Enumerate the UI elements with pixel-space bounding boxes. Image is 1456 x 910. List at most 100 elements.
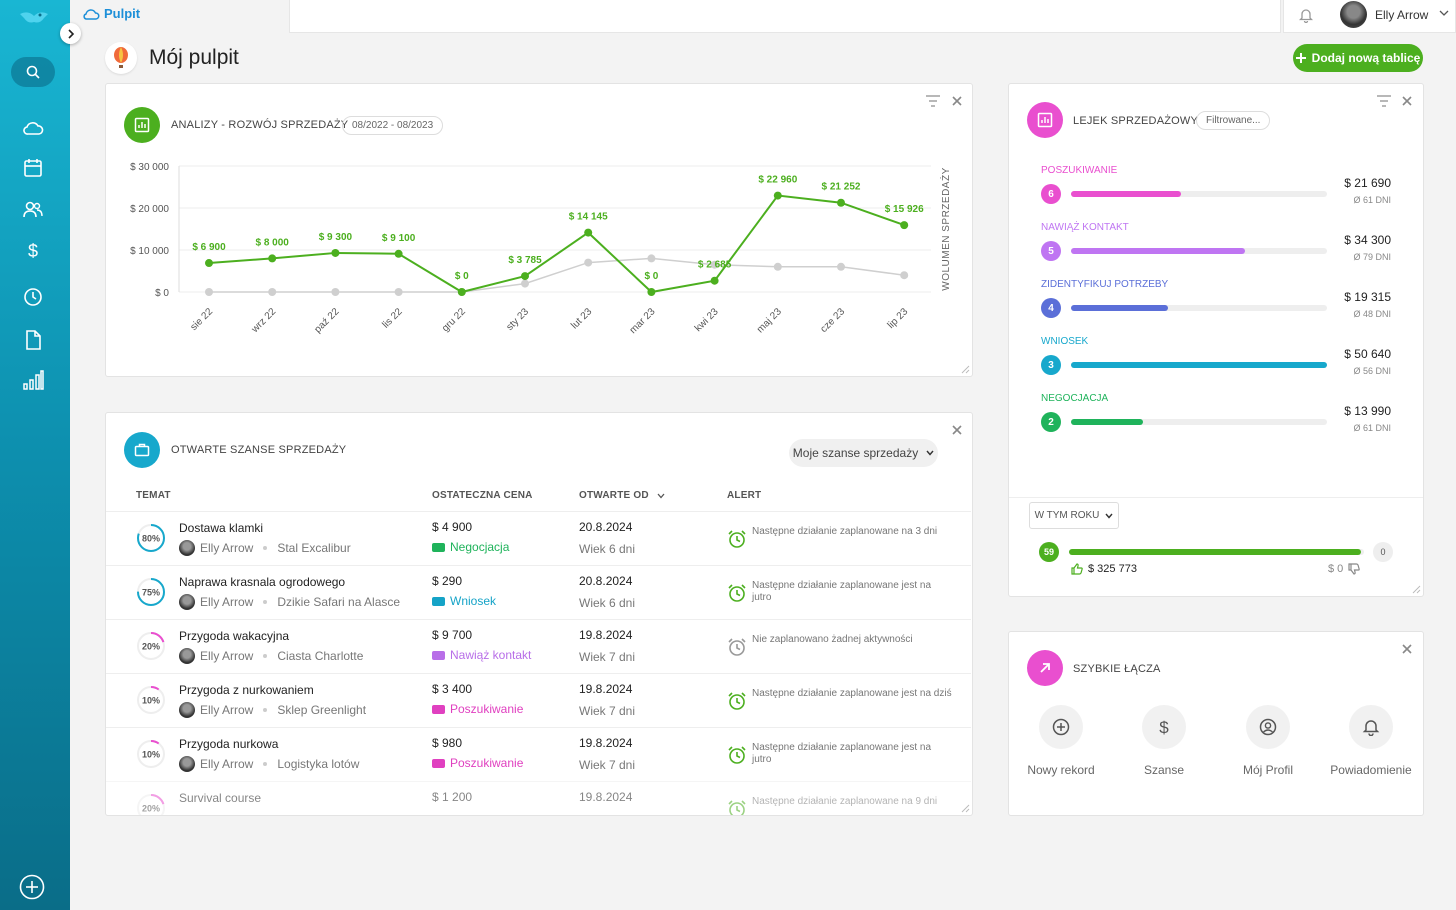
filter-icon[interactable] [926,95,940,107]
data-point[interactable] [900,271,909,280]
funnel-stage-label[interactable]: ZIDENTYFIKUJ POTRZEBY [1041,279,1169,290]
column-header-subject[interactable]: TEMAT [136,490,171,501]
alarm-clock-icon[interactable] [727,745,747,765]
table-row[interactable]: 75% Naprawa krasnala ogrodowego Elly Arrow… [106,565,971,619]
resize-handle-icon[interactable] [1411,584,1421,594]
owner-name[interactable]: Elly Arrow [200,757,254,771]
data-point[interactable] [773,262,782,271]
breadcrumb[interactable]: Pulpit [82,6,140,21]
company-name[interactable]: Ciasta Charlotte [277,649,364,663]
data-point[interactable] [268,288,277,296]
data-point[interactable] [205,259,213,268]
add-circle-icon[interactable] [19,874,45,900]
alarm-clock-icon[interactable] [727,529,747,549]
sidebar-toggle-button[interactable] [60,23,81,44]
data-point[interactable] [521,272,529,281]
opportunity-subject[interactable]: Survival course [179,791,262,805]
card-title: ANALIZY - ROZWÓJ SPRZEDAŻY [171,119,349,131]
clock-icon[interactable] [22,286,44,308]
data-point[interactable] [773,191,782,200]
table-row[interactable]: 10% Przygoda z nurkowaniem Elly Arrow Sklep… [106,673,971,727]
company-name[interactable]: Logistyka lotów [277,757,360,771]
alarm-clock-icon[interactable] [727,583,747,603]
logo-icon[interactable] [18,8,50,28]
quick-link-2[interactable]: $ Szanse [1114,705,1214,777]
contacts-icon[interactable] [22,199,44,221]
global-search-input[interactable] [289,0,1281,33]
close-icon[interactable] [1401,95,1413,107]
column-header-price[interactable]: OSTATECZNA CENA [432,490,533,501]
table-row[interactable]: 20% Przygoda wakacyjna Elly Arrow Ciasta Ch… [106,619,971,673]
dollar-icon: $ [1142,705,1186,749]
data-point[interactable] [331,248,340,257]
add-board-button[interactable]: Dodaj nową tablicę [1293,44,1423,72]
data-point[interactable] [837,262,845,271]
chevron-down-icon[interactable] [1439,8,1449,18]
data-point[interactable] [331,288,340,296]
data-point[interactable] [647,288,656,296]
funnel-stage-label[interactable]: POSZUKIWANIE [1041,165,1118,176]
opportunity-subject[interactable]: Przygoda z nurkowaniem [179,683,314,697]
data-point[interactable] [900,221,909,230]
owner-name[interactable]: Elly Arrow [200,649,254,663]
data-point[interactable] [394,288,403,296]
calendar-icon[interactable] [22,157,44,179]
company-name[interactable]: Sklep Greenlight [277,703,367,717]
table-row[interactable]: 80% Dostawa klamki Elly Arrow Stal Excalibu… [106,511,971,565]
data-point[interactable] [205,288,213,296]
data-point[interactable] [710,276,719,285]
company-name[interactable]: Dzikie Safari na Alasce [277,595,401,609]
date-range-pill[interactable]: 08/2022 - 08/2023 [342,116,444,135]
close-icon[interactable] [1401,643,1413,655]
data-point[interactable] [394,249,403,258]
funnel-stage-count: 6 [1041,184,1061,204]
funnel-filter-pill[interactable]: Filtrowane... [1196,111,1271,130]
opportunity-subject[interactable]: Przygoda nurkowa [179,737,279,751]
filter-icon[interactable] [1377,95,1391,107]
table-row[interactable]: 10% Przygoda nurkowa Elly Arrow Logistyka l… [106,727,971,781]
owner-name[interactable]: Elly Arrow [200,703,254,717]
funnel-stage-label[interactable]: NAWIĄŻ KONTAKT [1041,222,1129,233]
close-icon[interactable] [951,424,963,436]
data-point[interactable] [584,258,593,267]
data-point[interactable] [710,260,719,269]
bell-icon[interactable] [1299,7,1313,23]
resize-handle-icon[interactable] [960,364,970,374]
data-point[interactable] [837,198,845,207]
data-point[interactable] [521,279,529,288]
quick-link-3[interactable]: Mój Profil [1218,705,1318,777]
period-dropdown[interactable]: W TYM ROKU [1029,502,1119,529]
user-name[interactable]: Elly Arrow [1375,8,1429,22]
data-point[interactable] [647,254,656,263]
data-point[interactable] [268,254,277,263]
document-icon[interactable] [22,329,44,351]
separator-dot [263,762,268,766]
column-header-opened[interactable]: OTWARTE OD [579,490,665,501]
dollar-icon[interactable]: $ [22,240,44,262]
close-icon[interactable] [951,95,963,107]
opportunity-subject[interactable]: Naprawa krasnala ogrodowego [179,575,346,589]
reports-icon[interactable] [22,369,44,391]
quick-link-1[interactable]: Nowy rekord [1011,705,1111,777]
resize-handle-icon[interactable] [960,803,970,813]
alarm-clock-icon[interactable] [727,637,747,657]
table-row[interactable]: 20% Survival course $ 1 200 19.8.2024 Następ… [106,781,971,816]
funnel-stage-label[interactable]: WNIOSEK [1041,336,1089,347]
alarm-clock-icon[interactable] [727,799,747,816]
funnel-stage-label[interactable]: NEGOCJACJA [1041,393,1109,404]
company-name[interactable]: Stal Excalibur [277,541,351,555]
data-point[interactable] [457,288,466,296]
cloud-icon[interactable] [22,117,44,139]
opportunity-filter-dropdown[interactable]: Moje szanse sprzedaży [789,439,938,467]
funnel-stage-count: 5 [1041,241,1061,261]
avatar[interactable] [1340,1,1367,28]
opportunity-subject[interactable]: Dostawa klamki [179,521,264,535]
quick-link-4[interactable]: Powiadomienie [1321,705,1421,777]
opportunity-subject[interactable]: Przygoda wakacyjna [179,629,290,643]
search-button[interactable] [11,57,55,87]
data-point[interactable] [584,228,593,237]
alarm-clock-icon[interactable] [727,691,747,711]
owner-name[interactable]: Elly Arrow [200,595,254,609]
owner-name[interactable]: Elly Arrow [200,541,254,555]
column-header-alert[interactable]: ALERT [727,490,762,501]
